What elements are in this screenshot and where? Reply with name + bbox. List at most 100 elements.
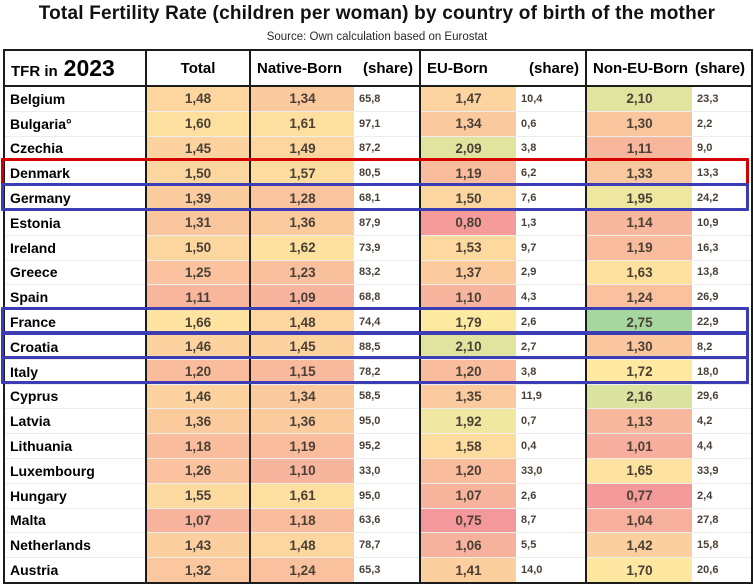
eu-share-cell: 14,0 xyxy=(516,557,588,584)
native-born-cell: 1,15 xyxy=(250,359,354,385)
country-cell: Cyprus xyxy=(4,384,147,410)
corner-year: 2023 xyxy=(63,54,115,81)
native-born-cell: 1,62 xyxy=(250,235,354,261)
native-share-cell: 95,0 xyxy=(354,408,422,435)
eu-born-cell: 1,34 xyxy=(420,111,517,137)
non-eu-born-cell: 1,30 xyxy=(586,111,693,137)
non-eu-share-cell: 29,6 xyxy=(692,384,753,410)
eu-born-cell: 0,80 xyxy=(420,210,517,236)
native-share-cell: 63,6 xyxy=(354,508,422,534)
native-born-label: Native-Born xyxy=(257,59,343,77)
non-eu-share-cell: 9,0 xyxy=(692,136,753,162)
eu-share-cell: 3,8 xyxy=(516,359,588,385)
eu-share-cell: 6,2 xyxy=(516,160,588,187)
eu-share-cell: 7,6 xyxy=(516,185,588,211)
non-eu-share-cell: 27,8 xyxy=(692,508,753,534)
country-cell: Latvia xyxy=(4,408,147,435)
tfr-table: TFR in 2023 Total Native-Born (share) EU-B… xyxy=(3,49,754,584)
eu-share-cell: 0,4 xyxy=(516,433,588,459)
eu-born-cell: 1,07 xyxy=(420,483,517,509)
non-eu-share-cell: 20,6 xyxy=(692,557,753,584)
eu-share-cell: 33,0 xyxy=(516,458,588,484)
native-born-cell: 1,23 xyxy=(250,260,354,286)
non-eu-share-cell: 8,2 xyxy=(692,334,753,360)
country-cell: Greece xyxy=(4,260,147,286)
native-born-cell: 1,61 xyxy=(250,111,354,137)
non-eu-born-cell: 2,10 xyxy=(586,86,693,112)
corner-prefix: TFR in xyxy=(11,62,58,80)
total-cell: 1,39 xyxy=(146,185,251,211)
native-born-cell: 1,24 xyxy=(250,557,354,584)
eu-share-cell: 9,7 xyxy=(516,235,588,261)
non-eu-share-cell: 22,9 xyxy=(692,309,753,335)
country-cell: Bulgaria° xyxy=(4,111,147,137)
col-header-non-eu-born: Non-EU-Born (share) xyxy=(586,50,753,87)
total-cell: 1,31 xyxy=(146,210,251,236)
eu-share-cell: 10,4 xyxy=(516,86,588,112)
eu-share-cell: 2,7 xyxy=(516,334,588,360)
non-eu-share-cell: 15,8 xyxy=(692,532,753,559)
eu-born-cell: 1,06 xyxy=(420,532,517,559)
native-share-cell: 95,0 xyxy=(354,483,422,509)
table-body: Belgium 1,48 1,34 65,8 1,47 10,4 2,10 23,3 Bulga… xyxy=(4,86,753,584)
non-eu-born-cell: 1,04 xyxy=(586,508,693,534)
native-born-cell: 1,28 xyxy=(250,185,354,211)
non-eu-born-cell: 1,14 xyxy=(586,210,693,236)
eu-share-cell: 2,6 xyxy=(516,483,588,509)
country-cell: Austria xyxy=(4,557,147,584)
eu-born-cell: 1,79 xyxy=(420,309,517,335)
non-eu-share-cell: 4,2 xyxy=(692,408,753,435)
native-born-cell: 1,36 xyxy=(250,408,354,435)
non-eu-share-cell: 2,4 xyxy=(692,483,753,509)
native-share-cell: 65,3 xyxy=(354,557,422,584)
native-share-cell: 74,4 xyxy=(354,309,422,335)
eu-born-cell: 1,41 xyxy=(420,557,517,584)
total-cell: 1,20 xyxy=(146,359,251,385)
native-share-cell: 68,1 xyxy=(354,185,422,211)
country-cell: Italy xyxy=(4,359,147,385)
country-cell: Czechia xyxy=(4,136,147,162)
eu-share-cell: 5,5 xyxy=(516,532,588,559)
native-born-cell: 1,09 xyxy=(250,284,354,311)
native-share-cell: 95,2 xyxy=(354,433,422,459)
table-row: Croatia 1,46 1,45 88,5 2,10 2,7 1,30 8,2 xyxy=(4,334,753,360)
corner-header-cell: TFR in 2023 xyxy=(4,50,147,87)
native-share-label: (share) xyxy=(362,59,414,77)
total-cell: 1,07 xyxy=(146,508,251,534)
non-eu-born-cell: 1,65 xyxy=(586,458,693,484)
total-cell: 1,36 xyxy=(146,408,251,435)
native-share-cell: 88,5 xyxy=(354,334,422,360)
table-row: Cyprus 1,46 1,34 58,5 1,35 11,9 2,16 29,6 xyxy=(4,384,753,410)
non-eu-share-label: (share) xyxy=(695,59,746,77)
non-eu-born-cell: 1,95 xyxy=(586,185,693,211)
native-share-cell: 83,2 xyxy=(354,260,422,286)
table-row: Estonia 1,31 1,36 87,9 0,80 1,3 1,14 10,9 xyxy=(4,210,753,236)
col-header-total: Total xyxy=(146,50,251,87)
eu-share-cell: 4,3 xyxy=(516,284,588,311)
native-born-cell: 1,49 xyxy=(250,136,354,162)
native-share-cell: 78,7 xyxy=(354,532,422,559)
non-eu-born-cell: 1,30 xyxy=(586,334,693,360)
table-row: Greece 1,25 1,23 83,2 1,37 2,9 1,63 13,8 xyxy=(4,260,753,286)
non-eu-born-cell: 1,13 xyxy=(586,408,693,435)
native-born-cell: 1,36 xyxy=(250,210,354,236)
non-eu-born-cell: 1,63 xyxy=(586,260,693,286)
non-eu-share-cell: 23,3 xyxy=(692,86,753,112)
non-eu-born-cell: 2,16 xyxy=(586,384,693,410)
non-eu-born-cell: 0,77 xyxy=(586,483,693,509)
country-cell: Spain xyxy=(4,284,147,311)
table-row: France 1,66 1,48 74,4 1,79 2,6 2,75 22,9 xyxy=(4,309,753,335)
native-share-cell: 87,2 xyxy=(354,136,422,162)
total-cell: 1,43 xyxy=(146,532,251,559)
native-share-cell: 68,8 xyxy=(354,284,422,311)
country-cell: Ireland xyxy=(4,235,147,261)
country-cell: France xyxy=(4,309,147,335)
non-eu-share-cell: 13,3 xyxy=(692,160,753,187)
total-cell: 1,25 xyxy=(146,260,251,286)
total-cell: 1,48 xyxy=(146,86,251,112)
native-born-cell: 1,34 xyxy=(250,384,354,410)
non-eu-born-cell: 1,70 xyxy=(586,557,693,584)
total-cell: 1,45 xyxy=(146,136,251,162)
non-eu-born-cell: 1,72 xyxy=(586,359,693,385)
eu-born-cell: 1,20 xyxy=(420,359,517,385)
